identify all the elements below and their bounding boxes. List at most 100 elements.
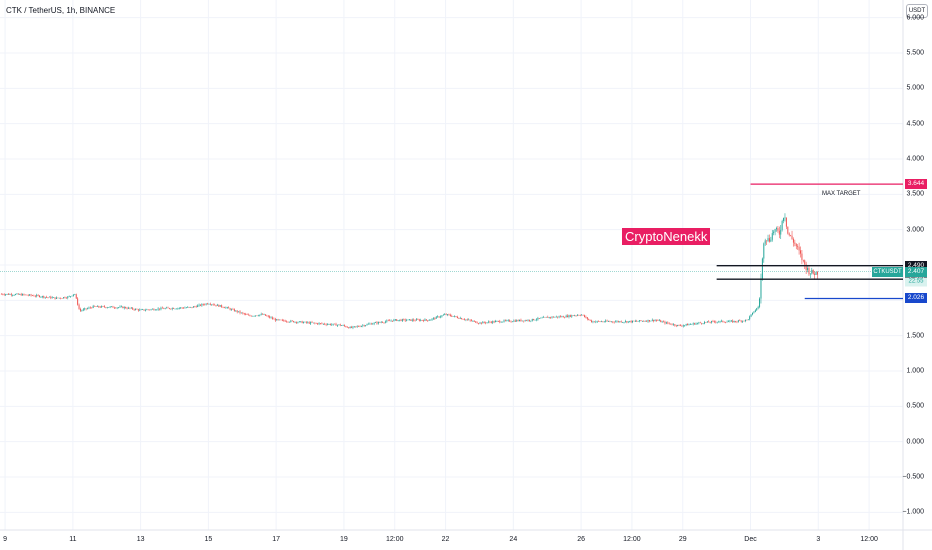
candle-body [715, 321, 717, 323]
candle-body [208, 304, 210, 305]
candle-body [44, 296, 46, 298]
candle-body [235, 310, 237, 312]
candle-body [492, 321, 494, 323]
candle-body [163, 308, 165, 310]
candle-body [674, 324, 676, 326]
candle-body [569, 315, 571, 317]
candle-body [400, 319, 402, 321]
candle-body [269, 316, 271, 318]
candle-body [653, 319, 655, 322]
horizontal-levels[interactable] [716, 183, 903, 300]
currency-button[interactable]: USDT [906, 4, 928, 18]
candle-body [629, 320, 631, 322]
candle-body [534, 319, 536, 321]
chart-title: CTK / TetherUS, 1h, BINANCE [6, 6, 116, 15]
candle-body [259, 314, 261, 316]
candle-body [133, 309, 135, 310]
candle-body [479, 322, 481, 324]
candle-body [667, 322, 669, 324]
candle-body [243, 313, 245, 315]
candle-body [619, 321, 621, 322]
candle-body [68, 296, 70, 298]
x-tick-label: 12:00 [385, 536, 404, 543]
grid-lines [0, 0, 903, 530]
candle-body [439, 316, 441, 318]
candle-body [571, 315, 573, 317]
candle-body [29, 294, 31, 296]
candle-body [678, 324, 680, 326]
y-tick-label: 5.500 [906, 49, 924, 57]
candle-body [403, 319, 405, 320]
candle-body [787, 226, 789, 234]
candle-body [644, 321, 646, 322]
candle-body [294, 321, 296, 323]
x-tick-label: Dec [744, 536, 757, 543]
current-price-label: 2.407 [905, 266, 927, 277]
candle-body [737, 320, 739, 322]
candle-body [143, 309, 145, 311]
candle-body [606, 320, 608, 322]
candle-body [168, 308, 170, 309]
candle-body [627, 321, 629, 323]
candle-body [757, 306, 759, 309]
candle-body [96, 305, 98, 307]
candle-body [167, 307, 169, 309]
candle-body [12, 295, 14, 296]
candle-body [417, 319, 419, 320]
candle-body [445, 314, 447, 315]
candle-body [150, 309, 152, 310]
candle-body [495, 321, 497, 323]
candle-body [655, 320, 657, 321]
candle-body [79, 308, 81, 311]
candle-body [609, 321, 611, 322]
candle-body [602, 321, 604, 323]
candle-body [726, 321, 728, 323]
candle-body [437, 316, 439, 318]
candle-body [15, 294, 17, 295]
candle-body [413, 319, 415, 321]
candle-body [520, 319, 522, 322]
candle-body [575, 315, 577, 317]
candle-body [223, 307, 225, 309]
candle-body [562, 316, 564, 318]
candle-body [557, 316, 559, 318]
candle-body [591, 320, 593, 323]
level-price-label: 3.644 [905, 179, 927, 190]
candle-body [524, 320, 526, 322]
candle-body [665, 322, 667, 324]
candle-body [448, 314, 450, 315]
x-tick-label: 22 [441, 536, 450, 543]
candle-body [199, 304, 201, 306]
candle-body [432, 317, 434, 319]
candle-body [677, 324, 679, 326]
candle-body [5, 294, 7, 295]
candle-body [65, 297, 67, 299]
candle-body [85, 308, 87, 310]
candle-body [709, 322, 711, 323]
candle-body [39, 295, 41, 298]
candle-body [578, 315, 580, 316]
candle-body [231, 309, 233, 310]
candle-body [307, 322, 309, 323]
candle-body [767, 238, 769, 241]
candle-body [341, 325, 343, 327]
candle-body [699, 322, 701, 324]
candle-body [315, 323, 317, 324]
candle-body [650, 320, 652, 322]
candle-body [535, 319, 537, 321]
candle-body [576, 315, 578, 316]
candle-body [166, 307, 168, 309]
candle-body [421, 320, 423, 321]
candle-body [438, 316, 440, 318]
candle-body [640, 320, 642, 321]
candle-body [408, 319, 410, 320]
candle-body [327, 324, 329, 325]
candle-body [497, 320, 499, 322]
candle-body [600, 321, 602, 323]
candle-body [0, 293, 2, 295]
candle-body [675, 325, 677, 327]
candle-body [774, 229, 776, 232]
candle-body [192, 306, 194, 308]
candle-body [509, 320, 511, 322]
